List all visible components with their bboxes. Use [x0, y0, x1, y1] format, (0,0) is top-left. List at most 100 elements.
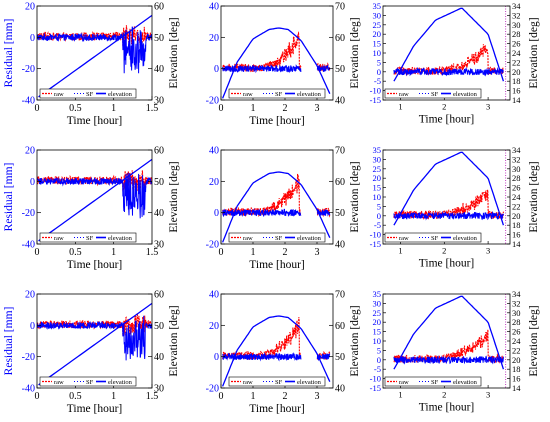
axes-box [382, 5, 511, 101]
left-tick-label: -10 [370, 86, 381, 96]
right-y-axis-label: Elevation [deg] [168, 17, 180, 88]
raw-series [222, 317, 302, 361]
sf-series [37, 172, 152, 219]
x-tick-label: 0.5 [69, 391, 82, 402]
x-tick-label: 1.5 [146, 391, 159, 402]
left-tick-label: 30 [373, 10, 382, 20]
legend-label-elevation: elevation [297, 91, 322, 98]
x-tick-label: 3 [315, 247, 320, 258]
plot-area [221, 171, 331, 243]
x-tick-label: 0 [219, 247, 224, 258]
left-tick-label: -5 [374, 220, 381, 230]
legend-label-elevation: elevation [453, 379, 478, 386]
left-tick-label: 0 [377, 355, 381, 365]
legend-box [39, 376, 137, 387]
left-tick-label: -5 [374, 364, 381, 374]
right-tick-label: 60 [335, 321, 345, 332]
legend-label-sf: SF [275, 379, 283, 386]
left-tick-label: 10 [373, 336, 382, 346]
legend-label-raw: raw [399, 379, 409, 386]
left-tick-label: 40 [209, 146, 219, 157]
legend-label-elevation: elevation [108, 91, 133, 98]
x-tick-label: 3 [486, 102, 490, 112]
x-tick-label: 1 [111, 247, 116, 258]
x-tick-label: 1 [251, 103, 256, 114]
subplot-r2c1: -40 -20 0 20 30 40 50 60 0 0.5 1 1.5 Time [hour] Resi… [3, 146, 180, 272]
right-tick-label: 26 [512, 39, 521, 49]
left-tick-label: -5 [374, 76, 381, 86]
legend-label-elevation: elevation [297, 235, 322, 242]
right-tick-label: 40 [154, 352, 164, 363]
right-tick-label: 22 [512, 345, 521, 355]
legend: raw SF elevation [384, 376, 482, 387]
right-tick-label: 60 [154, 146, 164, 157]
right-tick-label: 30 [154, 240, 164, 251]
x-axis-label: Time [hour] [249, 115, 304, 127]
left-tick-label: 5 [377, 345, 381, 355]
x-tick-label: 0 [219, 103, 224, 114]
right-tick-label: 32 [512, 10, 521, 20]
right-tick-label: 60 [335, 177, 345, 188]
legend-label-sf: SF [86, 235, 94, 242]
x-tick-label: 1 [251, 247, 256, 258]
x-axis-label: Time [hour] [419, 258, 474, 270]
left-tick-label: 40 [209, 290, 219, 301]
raw-series [393, 329, 504, 364]
elevation-curve [393, 295, 505, 370]
legend: raw SF elevation [384, 232, 482, 243]
right-tick-label: 40 [154, 64, 164, 75]
legend-label-elevation: elevation [297, 379, 322, 386]
right-tick-label: 50 [335, 208, 345, 219]
plot-area [393, 294, 507, 388]
x-axis-label: Time [hour] [67, 403, 122, 415]
right-tick-label: 40 [335, 384, 345, 395]
right-tick-label: 14 [512, 239, 521, 249]
left-tick-label: -40 [22, 96, 35, 107]
left-tick-label: 0 [30, 177, 35, 188]
elevation-curve [393, 7, 505, 82]
sf-series [393, 355, 504, 365]
x-axis-label: Time [hour] [67, 259, 122, 271]
elevation-curve [38, 14, 152, 98]
right-tick-label: 60 [335, 33, 345, 44]
legend-box [39, 88, 137, 99]
right-tick-label: 40 [335, 240, 345, 251]
right-y-axis-label: Elevation [deg] [528, 305, 540, 376]
right-tick-label: 18 [512, 220, 521, 230]
legend-box [228, 232, 326, 243]
x-tick-label: 0.5 [69, 103, 82, 114]
left-tick-label: -20 [206, 96, 219, 107]
left-tick-label: 35 [373, 289, 382, 299]
x-tick-label: 2 [283, 391, 288, 402]
legend-label-sf: SF [86, 91, 94, 98]
right-tick-label: 16 [512, 374, 521, 384]
x-tick-label: 1.5 [146, 103, 159, 114]
left-tick-label: 30 [373, 154, 382, 164]
left-tick-label: -20 [206, 240, 219, 251]
raw-series [222, 173, 302, 218]
left-tick-label: 20 [25, 2, 35, 13]
right-tick-label: 18 [512, 364, 521, 374]
left-tick-label: 0 [214, 352, 219, 363]
elevation-curve [393, 151, 505, 226]
x-tick-label: 3 [486, 390, 490, 400]
axes-box [220, 149, 334, 245]
legend-label-elevation: elevation [453, 91, 478, 98]
x-tick-label: 1.5 [146, 247, 159, 258]
legend: raw SF elevation [39, 88, 137, 99]
right-tick-label: 40 [335, 96, 345, 107]
legend-label-raw: raw [399, 91, 409, 98]
plot-area [393, 150, 507, 244]
sf-series [37, 315, 152, 361]
left-tick-label: -10 [370, 374, 381, 384]
legend-label-elevation: elevation [453, 235, 478, 242]
legend: raw SF elevation [228, 88, 326, 99]
x-axis-label: Time [hour] [67, 115, 122, 127]
x-tick-label: 2 [442, 102, 446, 112]
right-tick-label: 16 [512, 86, 521, 96]
right-tick-label: 14 [512, 383, 521, 393]
left-y-axis-label: Residual [mm] [3, 163, 15, 232]
x-tick-label: 1 [398, 246, 402, 256]
